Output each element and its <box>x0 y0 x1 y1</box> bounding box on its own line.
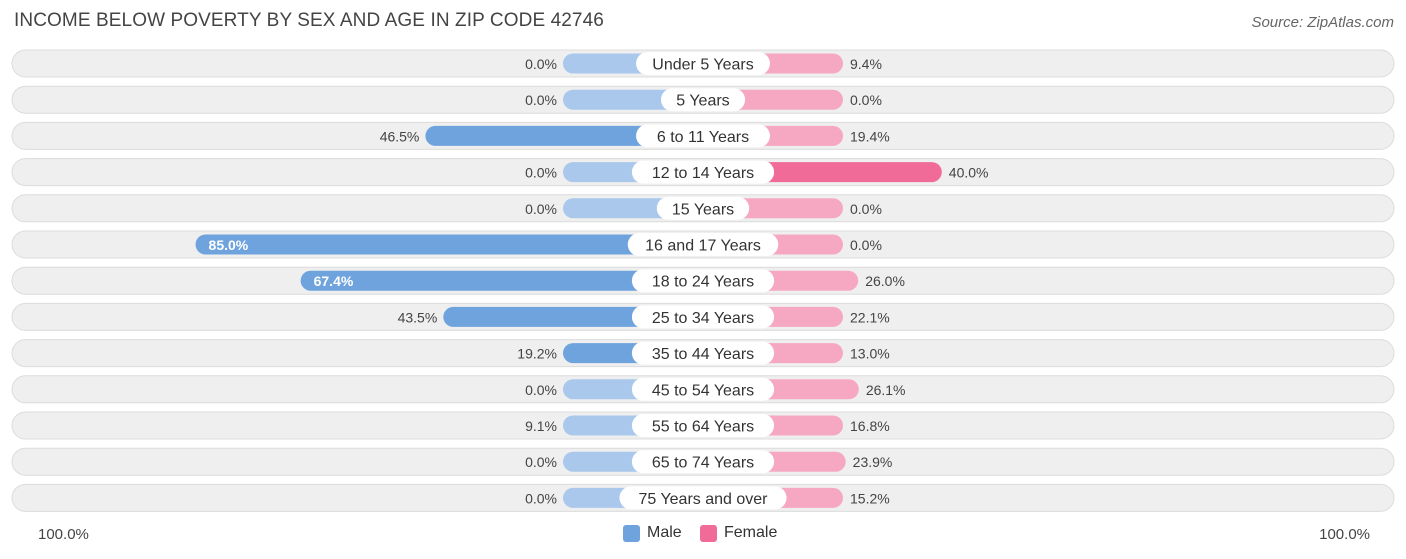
value-label-male: 0.0% <box>525 382 557 398</box>
value-label-female: 15.2% <box>850 490 890 506</box>
chart-title: INCOME BELOW POVERTY BY SEX AND AGE IN Z… <box>14 10 604 31</box>
bar-male <box>195 234 704 255</box>
value-label-female: 13.0% <box>850 346 890 362</box>
value-label-male: 0.0% <box>525 56 557 72</box>
value-label-male: 46.5% <box>380 128 420 144</box>
axis-left-label: 100.0% <box>38 526 89 543</box>
category-pill <box>631 450 775 474</box>
value-label-female: 16.8% <box>850 418 890 434</box>
category-pill <box>631 341 775 365</box>
legend-label-male: Male <box>647 524 682 541</box>
legend-swatch-female <box>700 524 717 542</box>
value-label-male: 9.1% <box>525 418 557 434</box>
category-label: Under 5 Years <box>652 57 753 74</box>
value-label-female: 9.4% <box>850 56 882 72</box>
value-label-female: 26.0% <box>865 273 905 289</box>
legend-swatch-male <box>623 524 640 542</box>
category-label: 6 to 11 Years <box>657 129 749 146</box>
legend: Male Female <box>0 524 1406 546</box>
category-pill <box>656 196 750 220</box>
value-label-female: 0.0% <box>850 92 882 108</box>
value-label-female: 22.1% <box>850 309 890 325</box>
category-label: 45 to 54 Years <box>652 382 754 399</box>
legend-item-female: Female <box>700 524 777 542</box>
value-label-male: 19.2% <box>517 346 557 362</box>
bar-male <box>425 125 703 146</box>
value-label-male: 85.0% <box>209 237 249 253</box>
category-pill <box>660 88 746 112</box>
category-pill <box>631 269 775 293</box>
category-label: 65 to 74 Years <box>652 455 754 472</box>
value-label-male: 0.0% <box>525 165 557 181</box>
category-label: 25 to 34 Years <box>652 310 754 327</box>
category-label: 75 Years and over <box>639 491 769 508</box>
category-pill <box>631 377 775 401</box>
value-label-male: 0.0% <box>525 201 557 217</box>
value-label-female: 0.0% <box>850 237 882 253</box>
category-label: 18 to 24 Years <box>652 274 754 291</box>
category-pill <box>631 305 775 329</box>
legend-item-male: Male <box>623 524 682 542</box>
category-pill <box>627 233 779 256</box>
category-label: 15 Years <box>672 201 734 218</box>
value-label-female: 0.0% <box>850 201 882 217</box>
category-pill <box>619 486 787 510</box>
poverty-chart: 0.0% 9.4% Under 5 Years 0.0% 0.0% 5 Years 46.5… <box>11 49 1395 512</box>
source-label: Source: ZipAtlas.com <box>1251 14 1394 31</box>
value-label-female: 26.1% <box>866 382 906 398</box>
category-label: 35 to 44 Years <box>652 346 754 363</box>
category-pill <box>631 160 775 184</box>
legend-label-female: Female <box>724 524 778 541</box>
axis-right-label: 100.0% <box>1319 526 1370 543</box>
value-label-female: 23.9% <box>853 454 893 470</box>
value-label-male: 43.5% <box>398 309 438 325</box>
category-label: 16 and 17 Years <box>645 238 761 255</box>
category-label: 55 to 64 Years <box>652 419 754 436</box>
value-label-male: 0.0% <box>525 490 557 506</box>
value-label-female: 19.4% <box>850 128 890 144</box>
value-label-female: 40.0% <box>949 165 989 181</box>
category-pill <box>636 124 770 148</box>
category-pill <box>631 414 775 437</box>
bar-male <box>300 270 703 291</box>
category-pill <box>636 52 770 75</box>
value-label-male: 67.4% <box>314 273 354 289</box>
value-label-male: 0.0% <box>525 454 557 470</box>
category-label: 5 Years <box>676 93 729 110</box>
value-label-male: 0.0% <box>525 92 557 108</box>
category-label: 12 to 14 Years <box>652 165 754 182</box>
